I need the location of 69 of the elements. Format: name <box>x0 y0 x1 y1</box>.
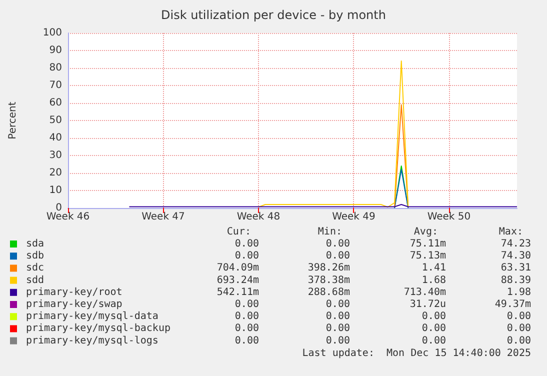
chart-title: Disk utilization per device - by month <box>161 8 386 22</box>
text: 0.00 <box>506 323 531 334</box>
text: 1.68 <box>422 274 446 286</box>
legend-label: sda <box>26 238 44 250</box>
text: 0.00 <box>326 323 350 334</box>
text: 0.00 <box>326 335 350 346</box>
y-tick-label: 60 <box>49 98 62 108</box>
x-tick-label: Week 46 <box>46 212 90 222</box>
text: Max: <box>498 226 523 238</box>
x-tick-label: Week 47 <box>142 212 185 222</box>
text: 0.00 <box>234 335 259 346</box>
text: 713.40m <box>404 286 446 298</box>
text: 398.26m <box>308 262 350 274</box>
y-axis-title: Percent <box>8 102 18 140</box>
text: 49.37m <box>494 299 531 310</box>
text: 693.24m <box>216 274 259 286</box>
y-tick-label: 70 <box>49 80 62 91</box>
text: 0.00 <box>234 311 259 322</box>
text: 0.00 <box>422 335 446 346</box>
legend-label: primary-key/mysql-backup <box>26 323 170 334</box>
text: 63.31 <box>500 262 531 274</box>
legend-label: sdc <box>26 262 44 274</box>
text: 542.11m <box>216 286 259 298</box>
text: 0.00 <box>326 250 350 262</box>
text: 75.13m <box>410 250 446 262</box>
text: 0.00 <box>234 250 259 262</box>
legend-label: sdd <box>26 274 44 286</box>
text: Avg: <box>414 226 438 238</box>
text: 88.39 <box>500 274 531 286</box>
text: 0.00 <box>506 311 531 322</box>
text: Last update: Mon Dec 15 14:40:00 2025 <box>302 348 531 359</box>
x-tick-label: Week 48 <box>236 212 280 222</box>
legend-label: primary-key/root <box>26 286 122 298</box>
text: 0.00 <box>234 323 259 334</box>
text: 288.68m <box>308 286 350 298</box>
text: 0.00 <box>234 299 259 310</box>
y-tick-label: 50 <box>49 115 62 126</box>
legend-label: primary-key/mysql-data <box>26 311 158 322</box>
x-tick-label: Week 49 <box>332 212 376 222</box>
text: 31.72u <box>410 299 446 310</box>
y-tick-label: 80 <box>49 62 62 74</box>
x-tick-label: Week 50 <box>427 212 471 222</box>
y-tick-label: 90 <box>49 45 62 56</box>
legend-label: sdb <box>26 250 44 262</box>
line-series <box>258 60 409 208</box>
text: 0.00 <box>326 311 350 322</box>
text: 378.38m <box>308 274 350 286</box>
y-tick-label: 30 <box>49 150 62 161</box>
text: 0.00 <box>506 335 531 346</box>
text: 75.11m <box>410 238 446 250</box>
text: 704.09m <box>216 262 259 274</box>
text: 0.00 <box>326 299 350 310</box>
text: 74.23 <box>500 238 531 250</box>
text: 74.30 <box>500 250 531 262</box>
text: 0.00 <box>422 323 446 334</box>
legend-label: primary-key/swap <box>26 299 122 310</box>
y-tick-label: 100 <box>42 28 62 38</box>
y-tick-label: 40 <box>49 132 62 144</box>
y-tick-label: 0 <box>56 202 62 214</box>
text: 1.41 <box>422 262 446 274</box>
text: 0.00 <box>422 311 446 322</box>
text: Cur: <box>226 226 251 238</box>
legend-label: primary-key/mysql-logs <box>26 335 158 346</box>
text: 1.98 <box>506 286 531 298</box>
text: 0.00 <box>234 238 259 250</box>
y-tick-label: 10 <box>49 185 62 196</box>
text: 0.00 <box>326 238 350 250</box>
y-tick-label: 20 <box>49 168 62 178</box>
text: Min: <box>318 226 342 238</box>
